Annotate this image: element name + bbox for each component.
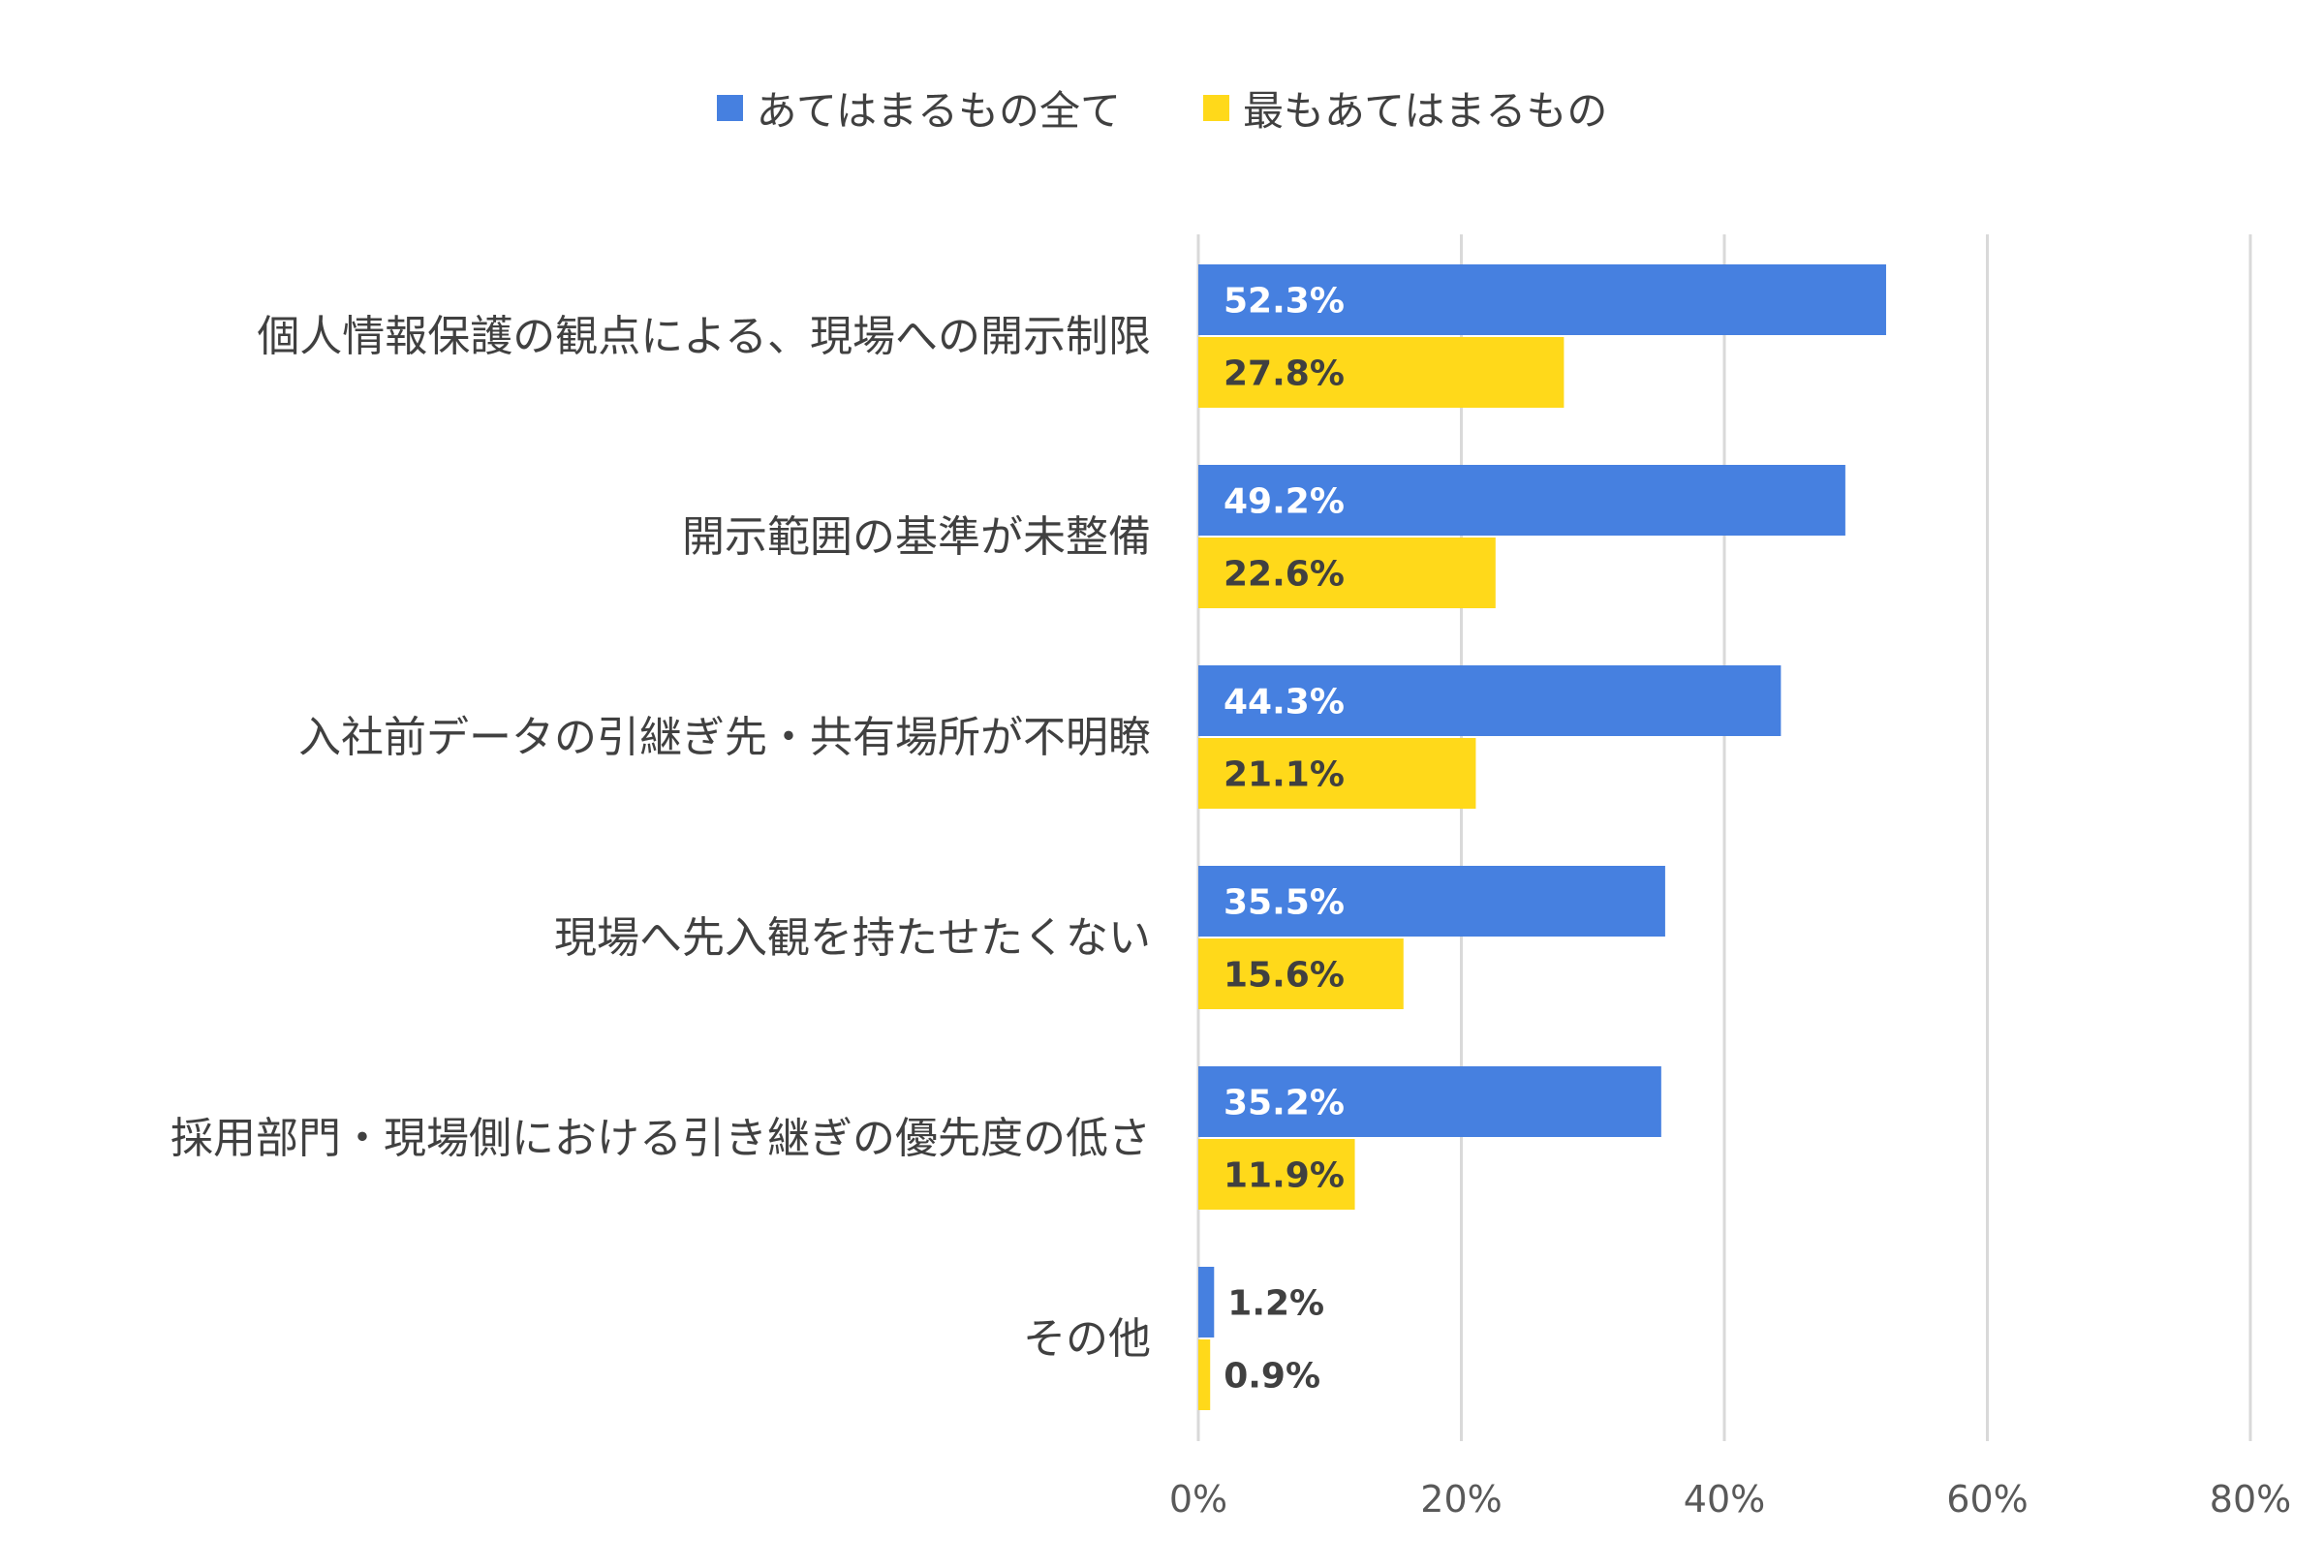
data-label: 22.6% xyxy=(1224,555,1345,595)
x-tick-label: 80% xyxy=(2210,1478,2291,1521)
category-label: 開示範囲の基準が未整備 xyxy=(682,512,1151,562)
bar-most-applicable xyxy=(1198,337,1565,408)
bar-most-applicable xyxy=(1198,538,1496,608)
bar-all-applicable xyxy=(1198,665,1782,736)
category-label: 入社前データの引継ぎ先・共有場所が不明瞭 xyxy=(298,713,1151,762)
bar-all-applicable xyxy=(1198,1066,1661,1137)
bars xyxy=(1198,264,1886,1410)
category-label: 個人情報保護の観点による、現場への開示制限 xyxy=(257,312,1151,361)
data-label: 44.3% xyxy=(1224,683,1345,723)
legend-label-most-applicable: 最もあてはまるもの xyxy=(1243,86,1608,135)
legend: あてはまるもの全て 最もあてはまるもの xyxy=(0,74,2324,141)
legend-label-all-applicable: あてはまるもの全て xyxy=(756,86,1121,135)
data-label: 27.8% xyxy=(1224,354,1345,394)
x-tick-label: 0% xyxy=(1169,1478,1227,1521)
x-tick-label: 60% xyxy=(1946,1478,2028,1521)
x-tick-label: 40% xyxy=(1684,1478,1765,1521)
bar-most-applicable xyxy=(1198,738,1476,809)
bar-all-applicable xyxy=(1198,264,1886,335)
legend-swatch-most-applicable xyxy=(1203,94,1229,121)
data-label: 15.6% xyxy=(1224,956,1345,996)
data-label: 0.9% xyxy=(1224,1357,1320,1397)
category-label: 現場へ先入観を持たせたくない xyxy=(554,913,1151,963)
legend-item-most-applicable: 最もあてはまるもの xyxy=(1203,78,1607,138)
category-label: その他 xyxy=(1023,1314,1151,1364)
category-label: 採用部門・現場側における引き継ぎの優先度の低さ xyxy=(170,1114,1151,1163)
bar-most-applicable xyxy=(1198,938,1404,1009)
data-label: 49.2% xyxy=(1224,482,1345,522)
category-labels: 個人情報保護の観点による、現場への開示制限開示範囲の基準が未整備入社前データの引… xyxy=(170,312,1151,1364)
data-label: 52.3% xyxy=(1224,282,1345,322)
data-labels: 52.3% 27.8% 49.2% 22.6% 44.3% 21.1% 35.5% 15.6%… xyxy=(1224,282,1345,1397)
data-label: 35.2% xyxy=(1224,1084,1345,1123)
legend-item-all-applicable: あてはまるもの全て xyxy=(716,78,1121,138)
bar-most-applicable xyxy=(1198,1339,1211,1410)
x-tick-label: 20% xyxy=(1420,1478,1502,1521)
legend-swatch-all-applicable xyxy=(716,94,743,121)
bar-all-applicable xyxy=(1198,465,1845,536)
gridlines xyxy=(1196,234,2252,1441)
data-label: 1.2% xyxy=(1227,1284,1324,1324)
data-label: 11.9% xyxy=(1224,1156,1345,1196)
data-label: 21.1% xyxy=(1224,755,1345,795)
x-axis-tick-labels: 0% 20% 40% 60% 80% xyxy=(1169,1478,2291,1521)
bar-all-applicable xyxy=(1198,1267,1215,1337)
data-label: 35.5% xyxy=(1224,883,1345,923)
bar-most-applicable xyxy=(1198,1139,1355,1210)
bar-all-applicable xyxy=(1198,866,1665,937)
